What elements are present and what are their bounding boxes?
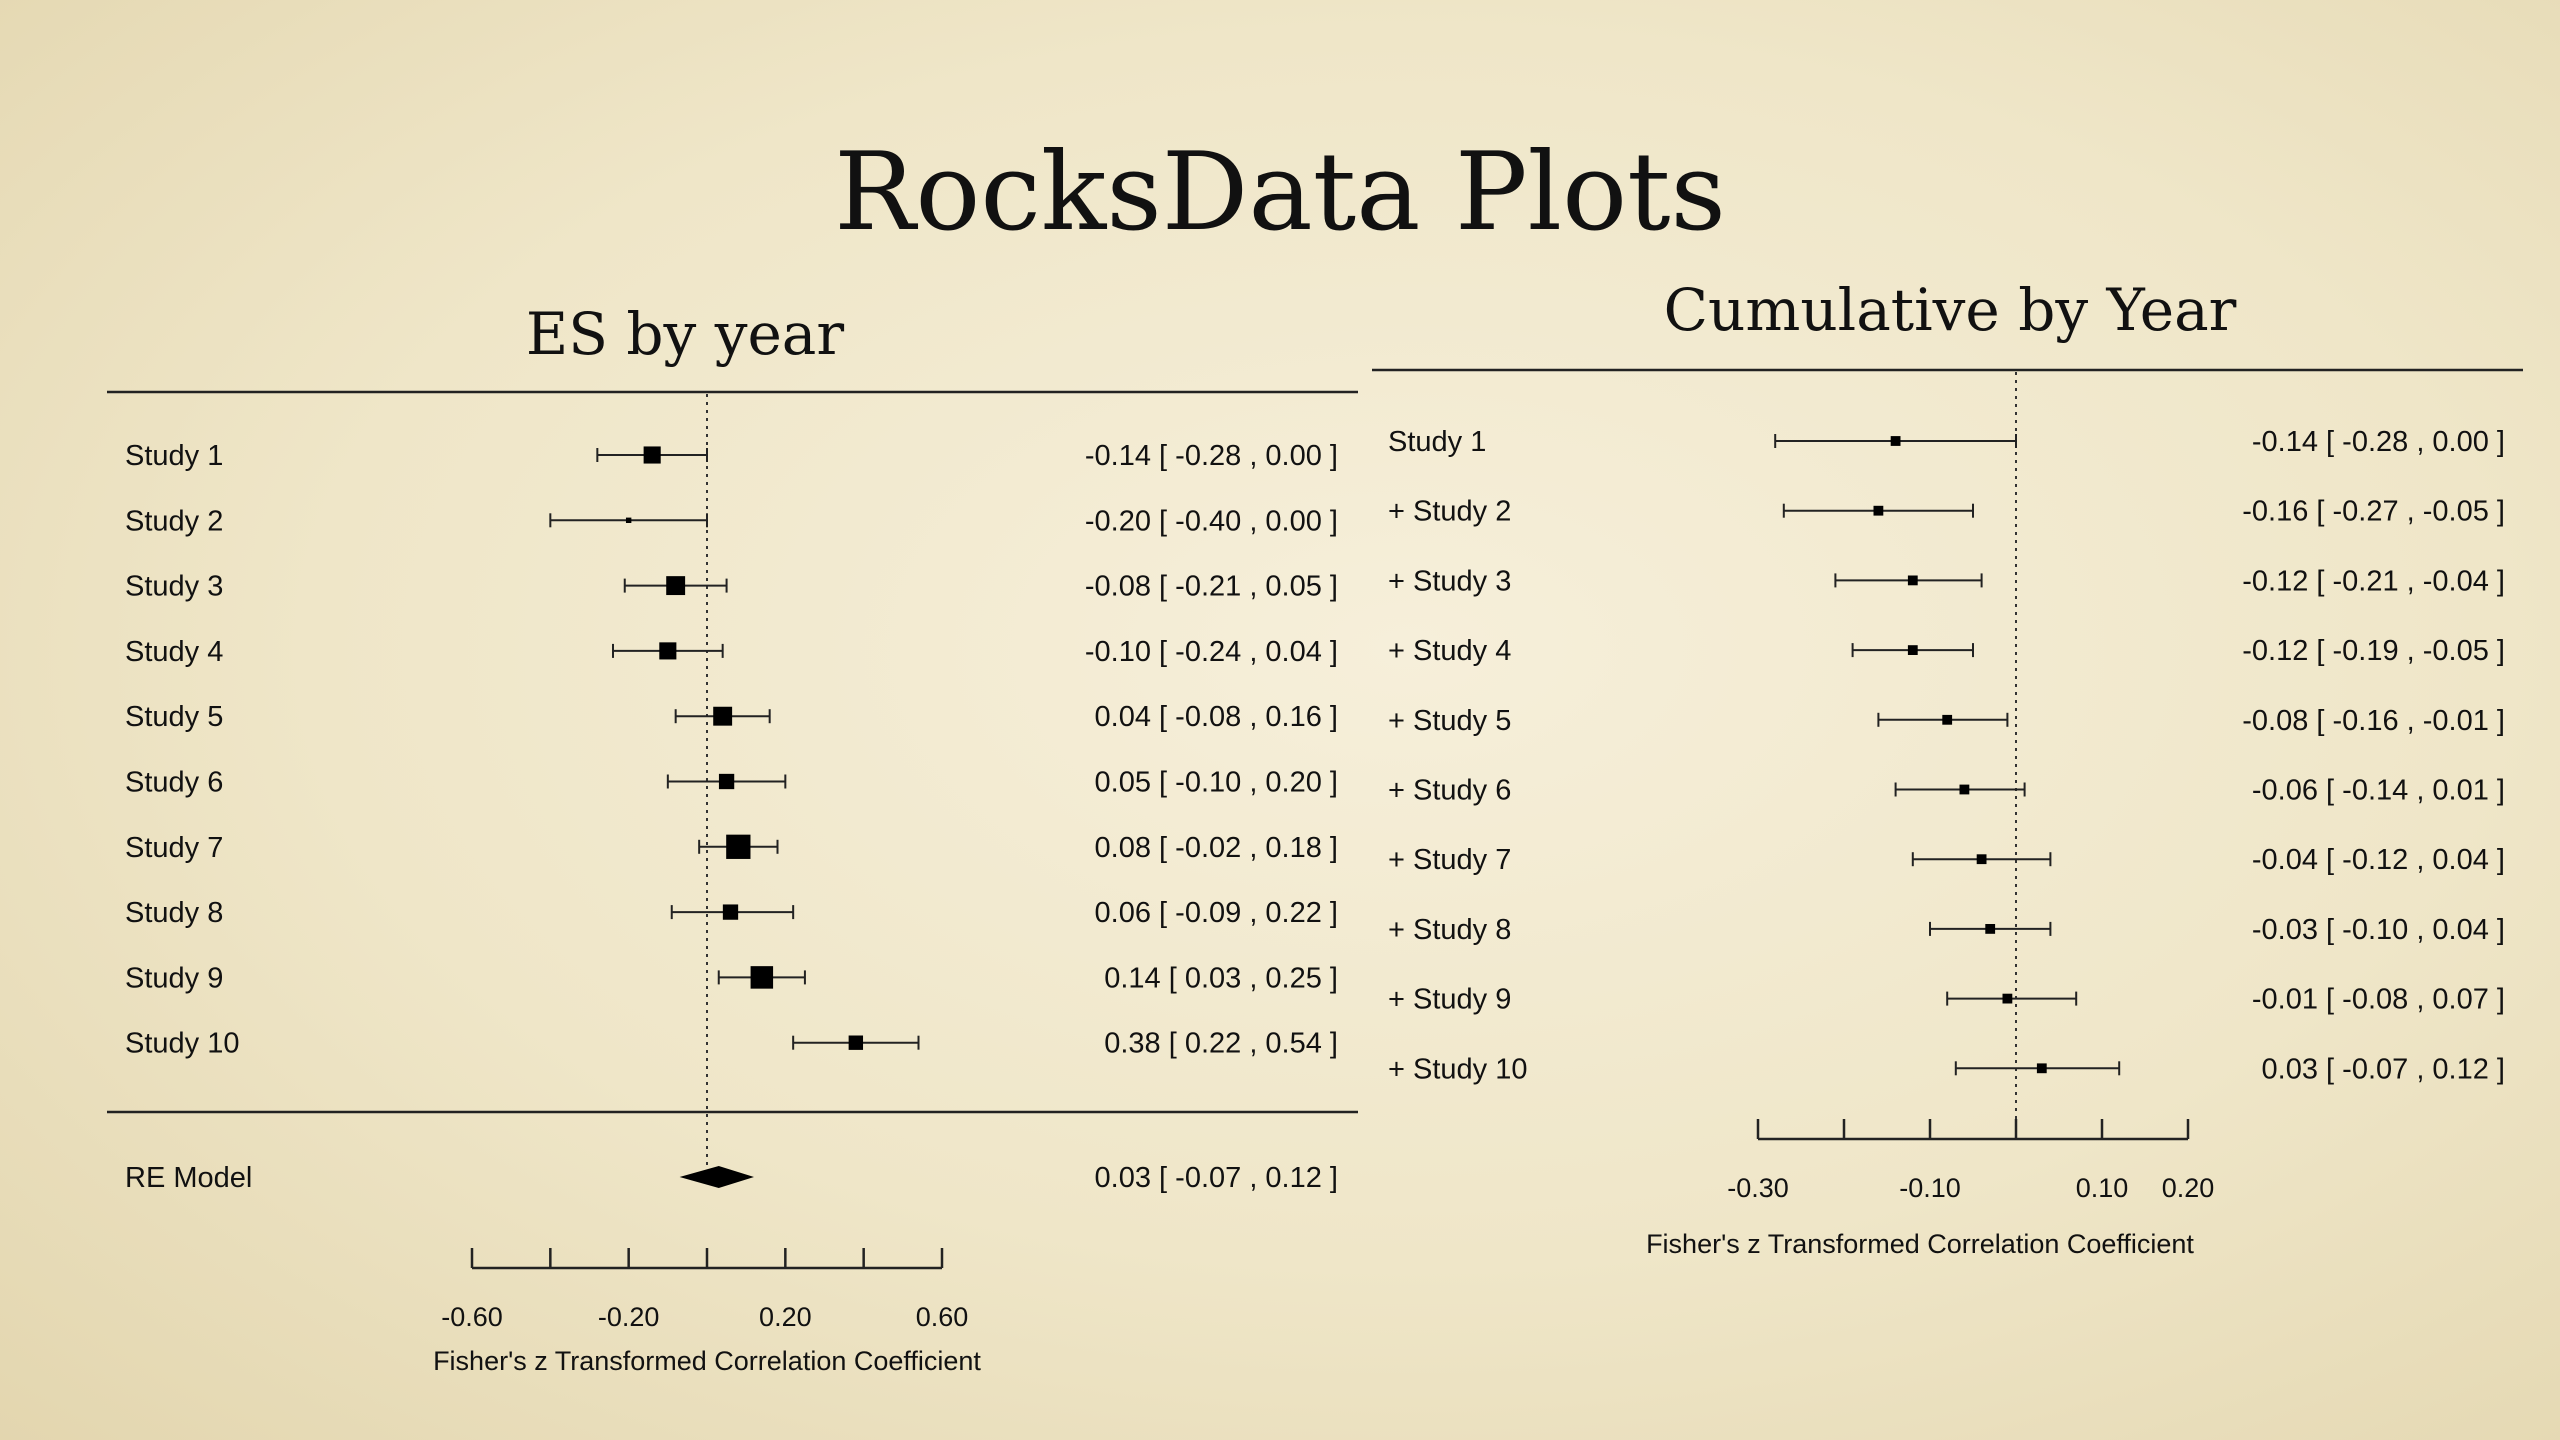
study-label: Study 2 — [125, 505, 223, 537]
x-tick-label: -0.60 — [441, 1302, 503, 1332]
estimate-ci-text: 0.03 [ -0.07 , 0.12 ] — [2262, 1053, 2505, 1085]
point-estimate — [722, 904, 739, 920]
point-estimate — [1873, 505, 1884, 516]
estimate-ci-text: -0.12 [ -0.19 , -0.05 ] — [2242, 635, 2505, 667]
study-label: + Study 8 — [1388, 914, 1511, 946]
study-label: Study 6 — [125, 767, 223, 799]
slide-title: RocksData Plots — [834, 130, 1726, 255]
study-label: Study 9 — [125, 962, 223, 994]
estimate-ci-text: -0.10 [ -0.24 , 0.04 ] — [1085, 636, 1338, 668]
study-label: Study 3 — [125, 571, 223, 603]
point-estimate — [718, 773, 735, 790]
point-estimate — [1942, 714, 1953, 725]
estimate-ci-text: -0.14 [ -0.28 , 0.00 ] — [1085, 440, 1338, 472]
point-estimate — [1985, 924, 1996, 934]
x-tick-label: -0.20 — [598, 1302, 660, 1332]
point-estimate — [750, 966, 774, 989]
x-axis-label: Fisher's z Transformed Correlation Coeff… — [1646, 1229, 2194, 1259]
estimate-ci-text: -0.12 [ -0.21 , -0.04 ] — [2242, 565, 2505, 597]
summary-diamond — [679, 1166, 754, 1188]
x-tick-label: 0.60 — [916, 1302, 969, 1332]
estimate-ci-text: 0.14 [ 0.03 , 0.25 ] — [1104, 962, 1338, 994]
estimate-ci-text: 0.04 [ -0.08 , 0.16 ] — [1095, 701, 1338, 733]
study-label: + Study 6 — [1388, 775, 1511, 807]
estimate-ci-text: -0.01 [ -0.08 , 0.07 ] — [2252, 984, 2505, 1016]
point-estimate — [2036, 1063, 2047, 1074]
study-label: + Study 5 — [1388, 705, 1511, 737]
point-estimate — [1959, 784, 1970, 795]
x-tick-label: 0.20 — [759, 1302, 812, 1332]
study-label: + Study 4 — [1388, 635, 1511, 667]
study-label: Study 7 — [125, 832, 223, 864]
estimate-ci-text: -0.14 [ -0.28 , 0.00 ] — [2252, 426, 2505, 458]
left-panel-title: ES by year — [525, 300, 845, 368]
x-axis-label: Fisher's z Transformed Correlation Coeff… — [433, 1346, 981, 1376]
estimate-ci-text: -0.08 [ -0.21 , 0.05 ] — [1085, 571, 1338, 603]
point-estimate — [1907, 575, 1918, 586]
study-label: Study 1 — [125, 440, 223, 472]
study-label: Study 8 — [125, 897, 223, 929]
estimate-ci-text: 0.05 [ -0.10 , 0.20 ] — [1095, 767, 1338, 799]
estimate-ci-text: -0.04 [ -0.12 , 0.04 ] — [2252, 844, 2505, 876]
point-estimate — [625, 517, 632, 523]
x-tick-label: 0.10 — [2076, 1173, 2129, 1203]
study-label: Study 4 — [125, 636, 223, 668]
point-estimate — [713, 706, 733, 726]
estimate-ci-text: -0.20 [ -0.40 , 0.00 ] — [1085, 505, 1338, 537]
right-panel-title: Cumulative by Year — [1663, 276, 2237, 344]
estimate-ci-text: 0.38 [ 0.22 , 0.54 ] — [1104, 1028, 1338, 1060]
point-estimate — [659, 642, 677, 660]
estimate-ci-text: 0.06 [ -0.09 , 0.22 ] — [1095, 897, 1338, 929]
summary-estimate-text: 0.03 [ -0.07 , 0.12 ] — [1095, 1162, 1338, 1194]
study-label: Study 1 — [1388, 426, 1486, 458]
study-label: Study 10 — [125, 1028, 239, 1060]
study-label: + Study 3 — [1388, 565, 1511, 597]
study-label: + Study 9 — [1388, 984, 1511, 1016]
point-estimate — [848, 1035, 864, 1050]
point-estimate — [643, 446, 661, 464]
point-estimate — [1907, 645, 1918, 655]
x-tick-label: -0.10 — [1899, 1173, 1961, 1203]
x-tick-label: 0.20 — [2162, 1173, 2215, 1203]
estimate-ci-text: -0.08 [ -0.16 , -0.01 ] — [2242, 705, 2505, 737]
x-tick-label: -0.30 — [1727, 1173, 1789, 1203]
estimate-ci-text: -0.03 [ -0.10 , 0.04 ] — [2252, 914, 2505, 946]
point-estimate — [1890, 436, 1901, 446]
summary-label: RE Model — [125, 1162, 252, 1194]
point-estimate — [2002, 993, 2013, 1004]
point-estimate — [726, 834, 751, 859]
study-label: + Study 7 — [1388, 844, 1511, 876]
point-estimate — [1976, 854, 1987, 865]
estimate-ci-text: 0.08 [ -0.02 , 0.18 ] — [1095, 832, 1338, 864]
point-estimate — [666, 576, 686, 596]
estimate-ci-text: -0.16 [ -0.27 , -0.05 ] — [2242, 496, 2505, 528]
study-label: Study 5 — [125, 701, 223, 733]
estimate-ci-text: -0.06 [ -0.14 , 0.01 ] — [2252, 775, 2505, 807]
study-label: + Study 10 — [1388, 1053, 1527, 1085]
study-label: + Study 2 — [1388, 496, 1511, 528]
